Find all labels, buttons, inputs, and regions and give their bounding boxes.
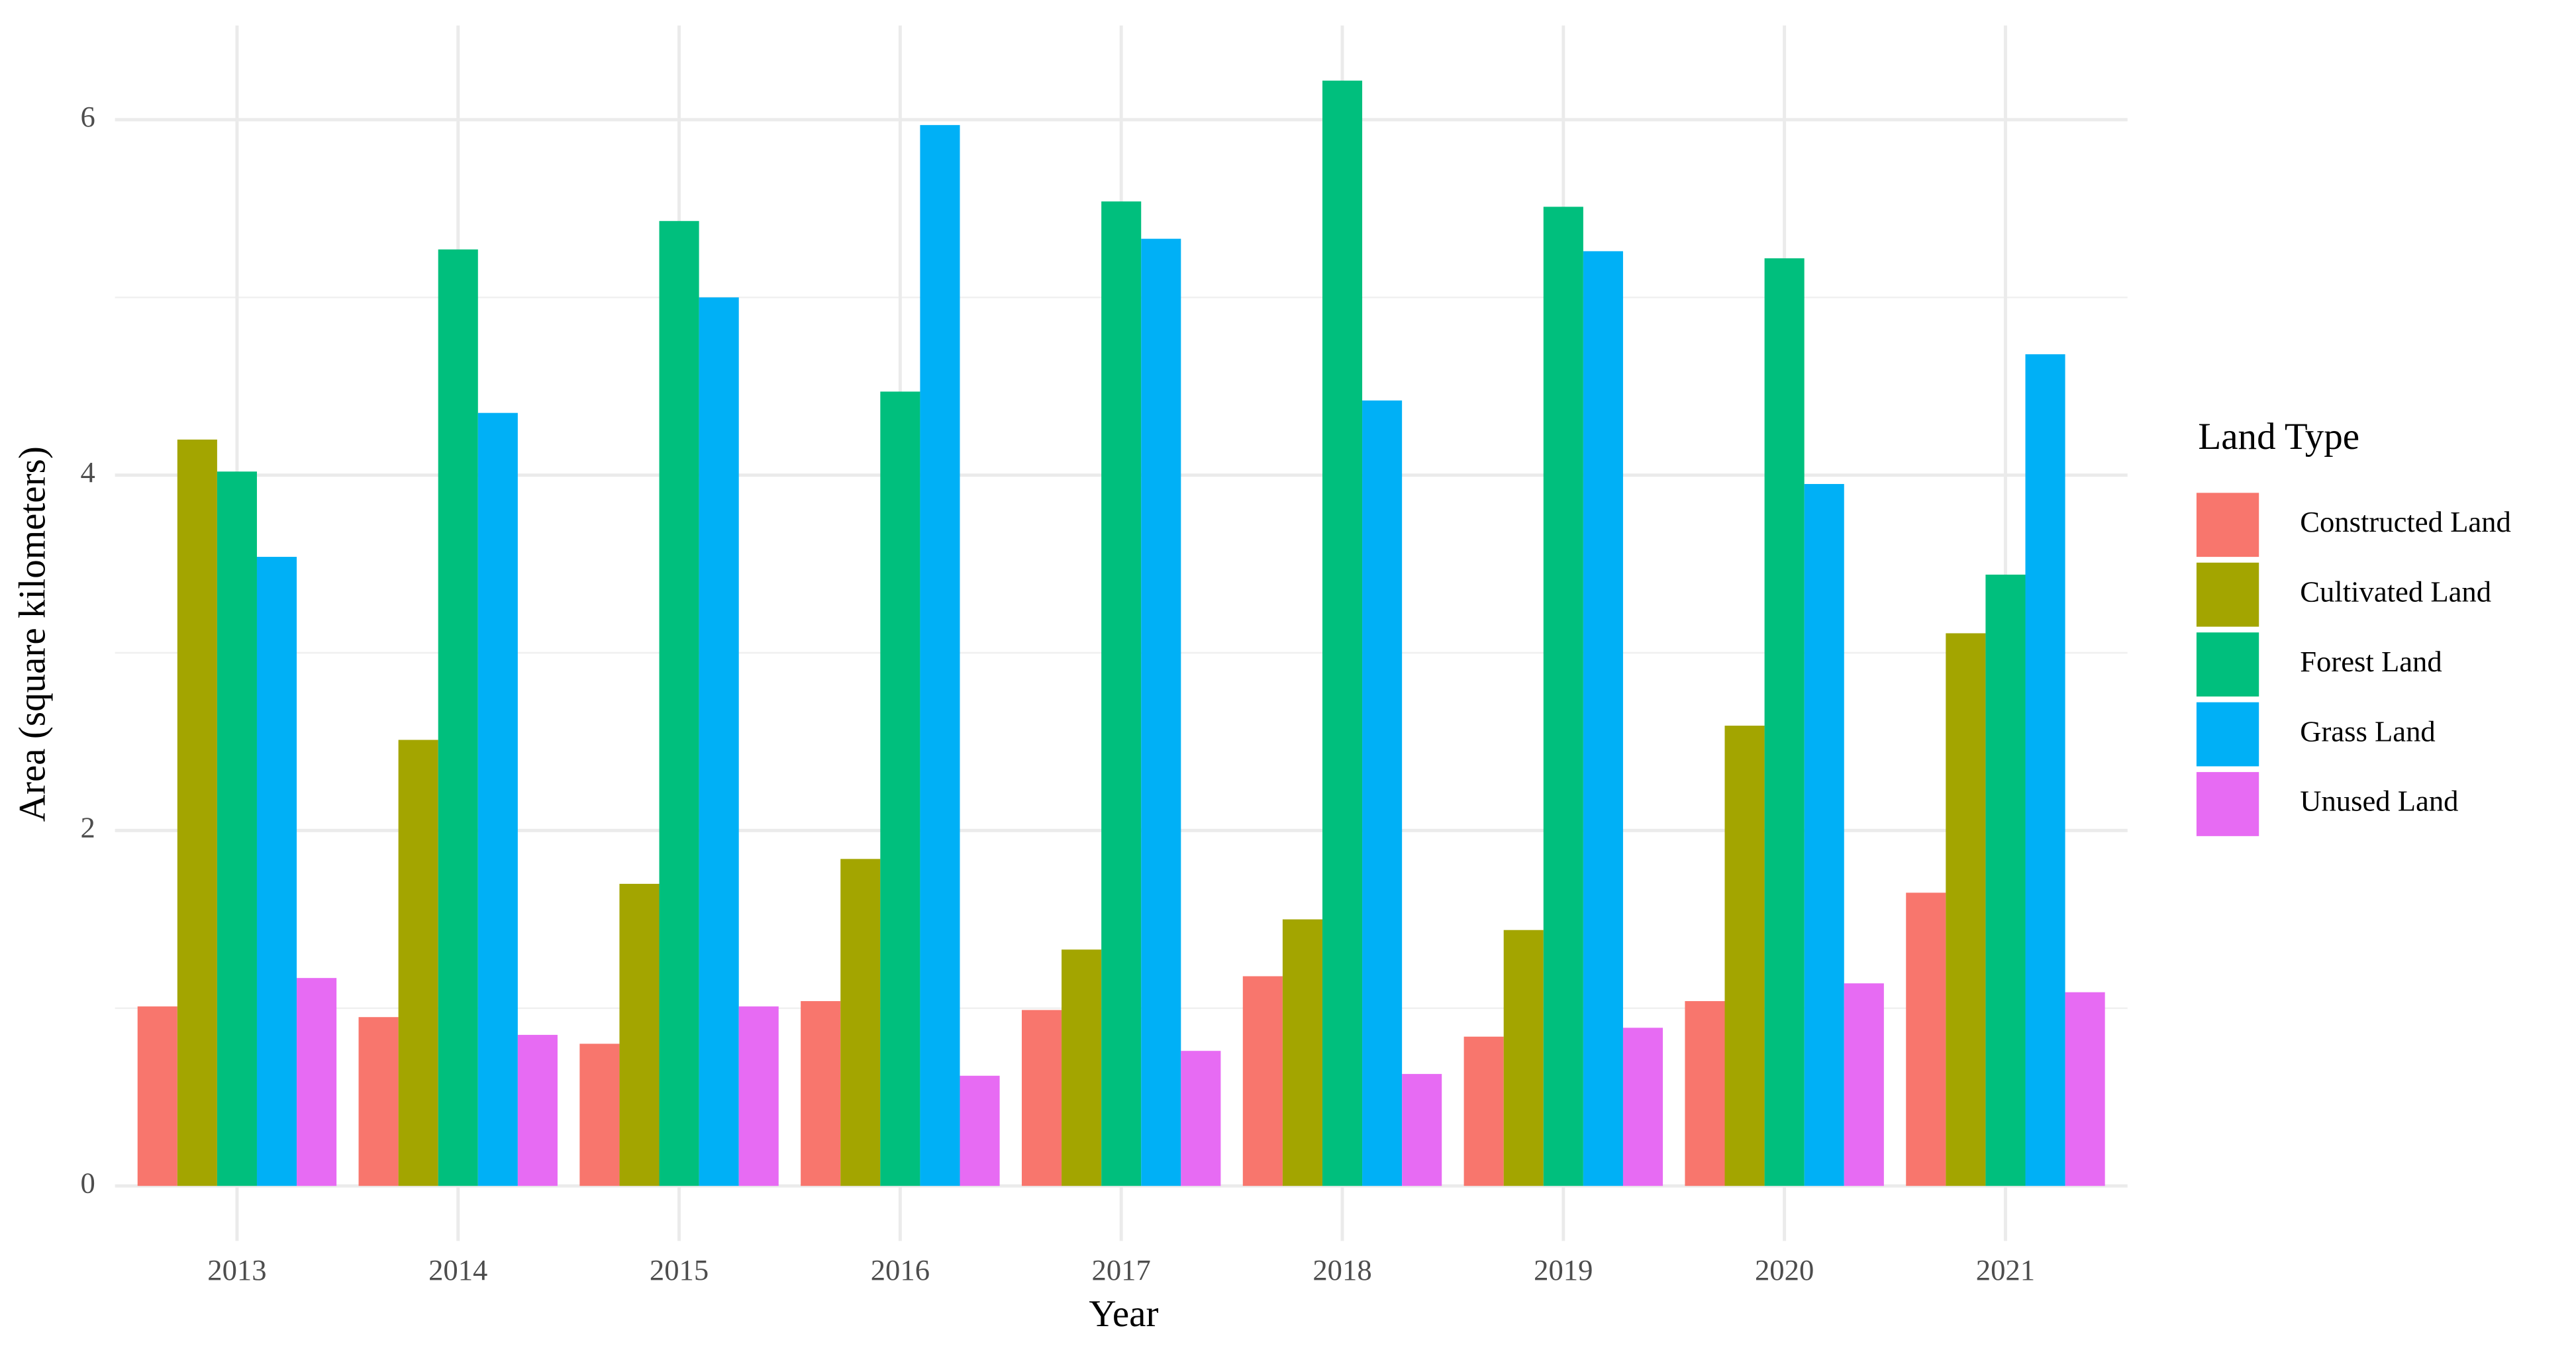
x-tick-label: 2014 xyxy=(428,1253,487,1286)
bar xyxy=(659,220,699,1186)
legend-key xyxy=(2196,702,2259,767)
bar xyxy=(960,1075,1000,1186)
plot: 0 2 4 6 2013 2014 2015 2016 2017 2018 2019 2020 2021 xyxy=(81,25,2128,1286)
x-tick-label: 2013 xyxy=(207,1253,266,1286)
bar xyxy=(1362,400,1403,1186)
x-tick-label: 2015 xyxy=(650,1253,709,1286)
y-tick-label: 6 xyxy=(81,100,95,133)
bar xyxy=(699,297,739,1186)
y-tick-label: 4 xyxy=(81,456,95,489)
bar xyxy=(1844,983,1884,1186)
x-axis-title: Year xyxy=(1089,1293,1158,1335)
bar xyxy=(1282,919,1322,1186)
bar xyxy=(1685,1001,1725,1186)
legend-label: Unused Land xyxy=(2300,785,2458,818)
bar xyxy=(920,124,960,1186)
x-tick-label: 2018 xyxy=(1313,1253,1371,1286)
bar xyxy=(619,883,660,1186)
legend-label: Constructed Land xyxy=(2300,505,2511,538)
x-tick-label: 2020 xyxy=(1755,1253,1814,1286)
bar xyxy=(177,439,217,1186)
bar xyxy=(358,1017,399,1186)
bar xyxy=(1503,930,1544,1186)
bar xyxy=(2025,354,2065,1186)
bar xyxy=(1062,949,1102,1186)
bar xyxy=(801,1001,841,1186)
x-tick-label: 2019 xyxy=(1534,1253,1593,1286)
bar xyxy=(1101,201,1142,1186)
bar xyxy=(1804,484,1844,1186)
bar xyxy=(1906,892,1946,1186)
legend: Constructed Land Cultivated Land Forest La… xyxy=(2196,493,2511,836)
legend-title: Land Type xyxy=(2198,416,2359,457)
bar xyxy=(1985,574,2026,1186)
bar xyxy=(398,740,438,1186)
legend-key xyxy=(2196,562,2259,627)
bar xyxy=(256,557,297,1186)
bar xyxy=(1583,251,1623,1186)
legend-label: Forest Land xyxy=(2300,645,2442,678)
legend-key xyxy=(2196,493,2259,557)
bar xyxy=(738,1006,779,1186)
bar xyxy=(477,412,518,1186)
bar xyxy=(297,978,337,1186)
legend-key xyxy=(2196,772,2259,836)
bar xyxy=(840,859,881,1186)
bar xyxy=(1322,80,1363,1186)
bar xyxy=(2065,992,2105,1186)
bar xyxy=(1141,238,1181,1186)
bar xyxy=(1463,1036,1504,1186)
bar xyxy=(517,1035,558,1186)
bar xyxy=(579,1043,620,1186)
bar xyxy=(1181,1051,1221,1186)
x-tick-label: 2016 xyxy=(871,1253,930,1286)
bar xyxy=(1021,1010,1062,1186)
bar xyxy=(1543,207,1583,1186)
y-tick-label: 2 xyxy=(81,811,95,844)
bar xyxy=(1724,726,1765,1186)
legend-label: Cultivated Land xyxy=(2300,575,2491,608)
legend-label: Grass Land xyxy=(2300,714,2436,747)
legend-key xyxy=(2196,632,2259,697)
bar xyxy=(1764,258,1805,1186)
y-axis-title: Area (square kilometers) xyxy=(12,446,54,822)
bar xyxy=(438,249,478,1186)
bar xyxy=(1622,1028,1663,1186)
bar xyxy=(880,391,920,1186)
x-tick-label: 2021 xyxy=(1976,1253,2035,1286)
x-tick-label: 2017 xyxy=(1092,1253,1151,1286)
bar xyxy=(217,471,257,1186)
bar xyxy=(1242,976,1283,1186)
bar xyxy=(137,1006,177,1186)
y-tick-label: 0 xyxy=(81,1166,95,1199)
bar xyxy=(1946,633,1986,1186)
bar xyxy=(1402,1074,1442,1186)
